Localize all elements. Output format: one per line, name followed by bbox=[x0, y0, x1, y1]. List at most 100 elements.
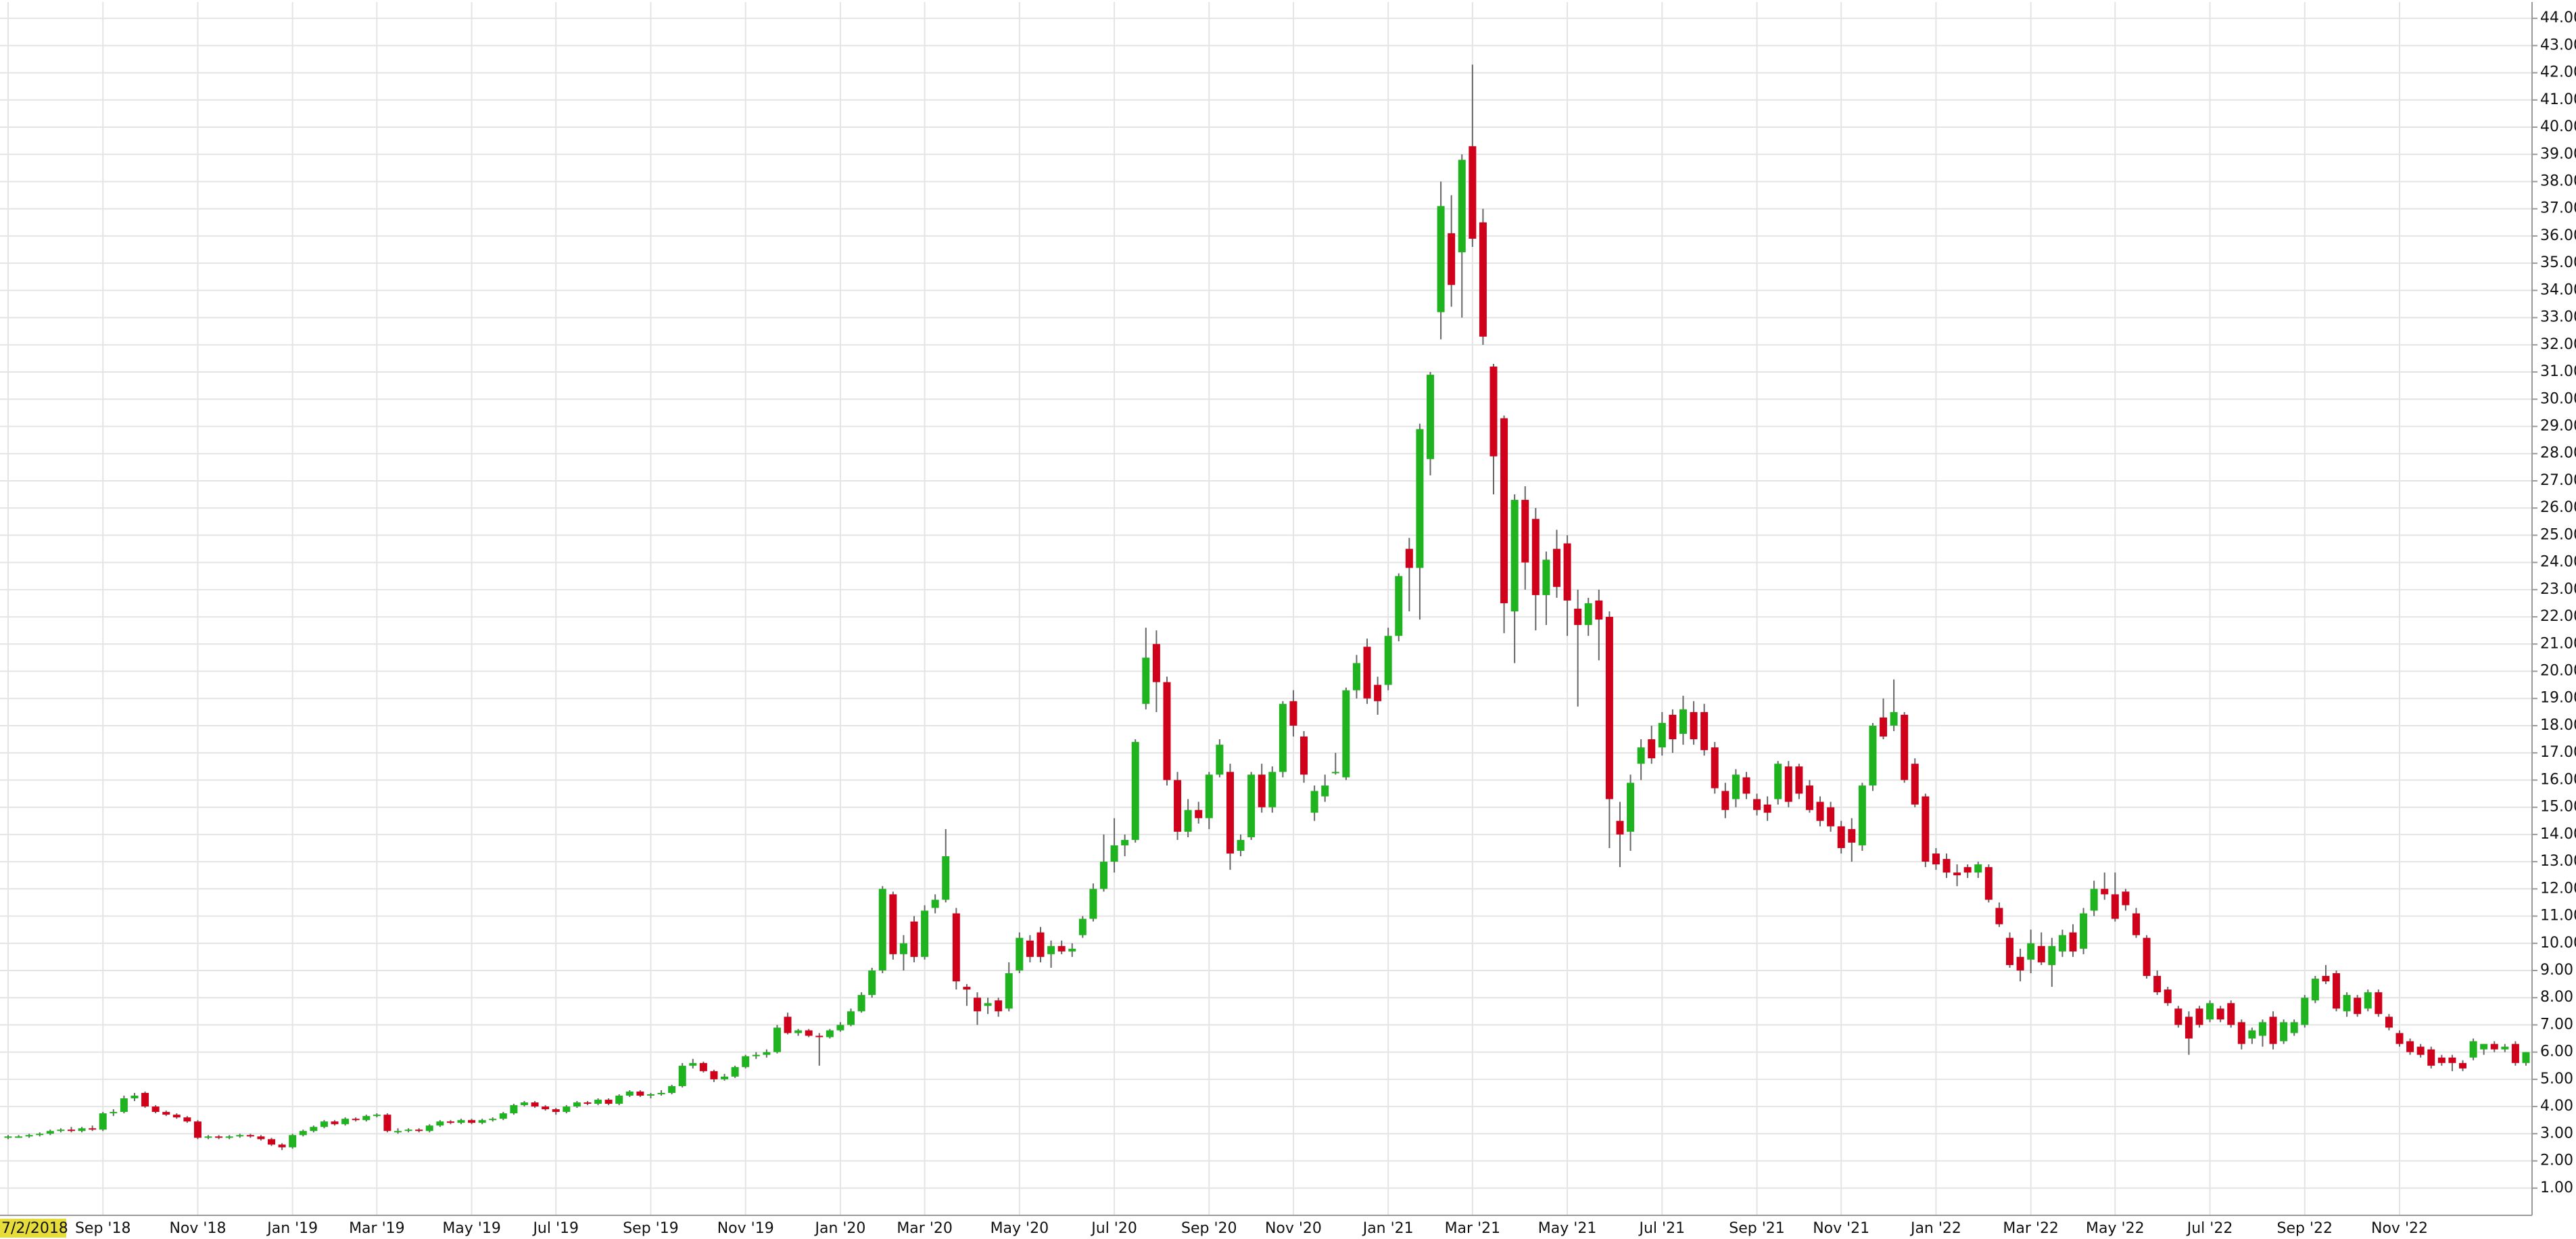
candle-body bbox=[1942, 859, 1951, 873]
x-tick-label: Sep '19 bbox=[623, 1220, 679, 1237]
candle-body bbox=[236, 1135, 244, 1137]
candle-body bbox=[573, 1102, 581, 1107]
x-tick-label: Jan '22 bbox=[1909, 1220, 1961, 1237]
y-tick-label: 2.00 bbox=[2540, 1152, 2573, 1169]
candle-body bbox=[995, 1000, 1003, 1012]
x-tick-label: Nov '21 bbox=[1813, 1220, 1869, 1237]
x-tick-label: Mar '19 bbox=[349, 1220, 405, 1237]
candle-body bbox=[1637, 747, 1645, 764]
y-tick-label: 41.00 bbox=[2540, 91, 2576, 108]
candle-body bbox=[2080, 913, 2088, 949]
candle-body bbox=[2311, 979, 2319, 1001]
candle-body bbox=[815, 1035, 824, 1037]
candle-body bbox=[67, 1129, 75, 1131]
candle-body bbox=[2385, 1016, 2393, 1028]
candle-body bbox=[1658, 722, 1666, 748]
candle-body bbox=[268, 1139, 276, 1145]
y-tick-label: 38.00 bbox=[2540, 172, 2576, 189]
candle-body bbox=[1995, 908, 2003, 925]
candle-body bbox=[1205, 774, 1213, 818]
candle-body bbox=[99, 1113, 107, 1130]
candle-body bbox=[246, 1135, 254, 1137]
candle-body bbox=[436, 1121, 444, 1126]
candle-body bbox=[731, 1067, 739, 1077]
candle-body bbox=[151, 1106, 160, 1113]
candle-body bbox=[1552, 548, 1560, 587]
candle-body bbox=[162, 1112, 170, 1115]
y-tick-label: 22.00 bbox=[2540, 608, 2576, 625]
candle-body bbox=[2354, 998, 2362, 1014]
x-tick-label: Jan '21 bbox=[1362, 1220, 1414, 1237]
candle-body bbox=[1489, 367, 1498, 457]
candle-body bbox=[204, 1136, 212, 1138]
candle-body bbox=[594, 1100, 602, 1104]
candle-body bbox=[2469, 1041, 2477, 1058]
candle-body bbox=[2227, 1003, 2235, 1025]
candle-body bbox=[2069, 932, 2077, 952]
candle-body bbox=[1974, 864, 1982, 873]
candle-body bbox=[1816, 801, 1824, 821]
candle-body bbox=[2206, 1003, 2214, 1020]
y-tick-label: 29.00 bbox=[2540, 417, 2576, 434]
candle-body bbox=[1753, 799, 1761, 810]
candle-body bbox=[89, 1128, 97, 1130]
candle-body bbox=[1605, 617, 1613, 799]
candle-body bbox=[2090, 889, 2098, 911]
candle-body bbox=[805, 1030, 813, 1036]
candle-body bbox=[2174, 1008, 2183, 1025]
candle-body bbox=[2048, 945, 2056, 965]
candle-body bbox=[1584, 603, 1592, 626]
candle-body bbox=[625, 1091, 634, 1096]
candle-body bbox=[2501, 1046, 2509, 1050]
candle-body bbox=[1258, 774, 1266, 808]
x-tick-label: May '20 bbox=[991, 1220, 1049, 1237]
candle-body bbox=[1763, 804, 1771, 813]
x-tick-label: Sep '20 bbox=[1181, 1220, 1237, 1237]
candle-body bbox=[2343, 995, 2351, 1012]
y-tick-label: 39.00 bbox=[2540, 145, 2576, 162]
candle-body bbox=[2522, 1052, 2530, 1063]
candle-body bbox=[1395, 576, 1403, 636]
candle-body bbox=[446, 1121, 454, 1123]
candle-body bbox=[2375, 992, 2383, 1014]
x-tick-label: May '19 bbox=[442, 1220, 501, 1237]
candle-body bbox=[1437, 206, 1445, 312]
candle-body bbox=[1742, 777, 1750, 794]
candles bbox=[4, 64, 2530, 1150]
candle-body bbox=[2511, 1044, 2519, 1063]
y-tick-label: 9.00 bbox=[2540, 962, 2573, 979]
y-tick-label: 12.00 bbox=[2540, 880, 2576, 897]
candle-body bbox=[130, 1096, 139, 1099]
candle-body bbox=[468, 1120, 476, 1123]
candle-body bbox=[1574, 609, 1582, 626]
candle-body bbox=[657, 1092, 665, 1095]
candle-body bbox=[1711, 747, 1719, 789]
candle-body bbox=[331, 1121, 339, 1125]
candle-body bbox=[2006, 937, 2014, 965]
candle-body bbox=[1247, 774, 1256, 837]
y-tick-label: 23.00 bbox=[2540, 581, 2576, 598]
candle-body bbox=[636, 1091, 644, 1096]
candle-body bbox=[404, 1129, 412, 1131]
x-tick-label: May '22 bbox=[2086, 1220, 2145, 1237]
candle-body bbox=[25, 1135, 33, 1137]
candle-body bbox=[425, 1125, 433, 1131]
candle-body bbox=[689, 1062, 697, 1066]
candle-body bbox=[2027, 943, 2035, 960]
candle-body bbox=[1922, 796, 1930, 862]
candle-body bbox=[1131, 742, 1139, 840]
x-tick-label: Jan '20 bbox=[813, 1220, 865, 1237]
candle-body bbox=[1869, 725, 1877, 786]
candle-body bbox=[668, 1085, 676, 1093]
x-tick-label: May '21 bbox=[1538, 1220, 1597, 1237]
candle-body bbox=[1163, 682, 1171, 780]
candle-body bbox=[4, 1136, 12, 1138]
candle-body bbox=[1279, 703, 1287, 772]
candle-body bbox=[289, 1135, 297, 1148]
candle-body bbox=[2216, 1008, 2224, 1020]
candle-body bbox=[2333, 973, 2341, 1009]
candle-body bbox=[542, 1106, 550, 1110]
candle-body bbox=[499, 1113, 507, 1119]
candle-body bbox=[1721, 791, 1730, 810]
